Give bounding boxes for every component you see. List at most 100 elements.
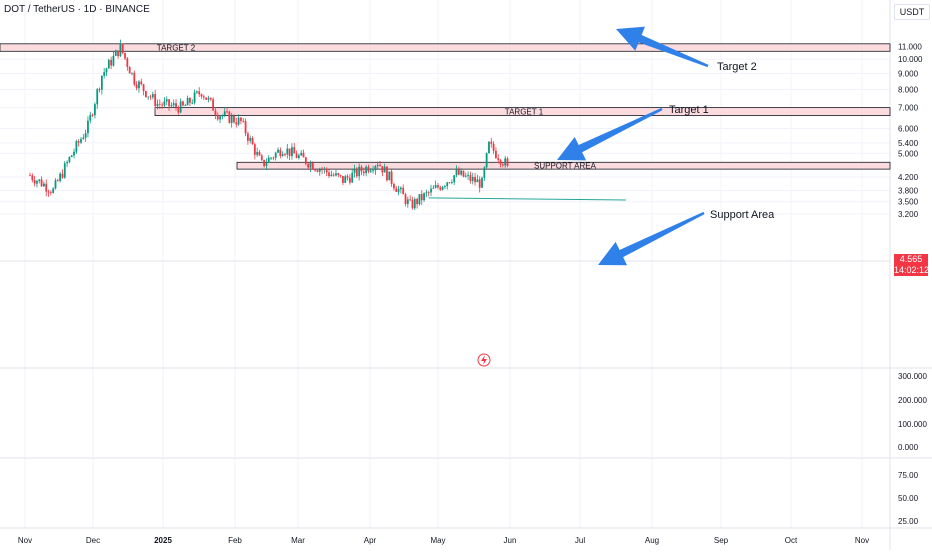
candle-body — [284, 154, 286, 155]
candle-body — [495, 150, 497, 159]
time-tick-label: Oct — [785, 536, 798, 545]
candle — [142, 83, 145, 96]
candle-body — [223, 111, 226, 116]
candle — [61, 169, 64, 179]
flash-icon-glyph — [481, 355, 487, 365]
candle-body — [68, 156, 71, 163]
candle-body — [121, 43, 124, 53]
candle-body — [277, 149, 279, 153]
candle — [476, 174, 479, 183]
candle-body — [369, 170, 372, 172]
candle-body — [189, 98, 191, 103]
candle-body — [390, 171, 393, 184]
zone-3 — [236, 161, 891, 170]
candle-body — [87, 120, 89, 134]
zone-label: TARGET 2 — [157, 44, 196, 53]
candle-body — [244, 121, 247, 134]
candle-body — [353, 168, 356, 173]
candle — [499, 159, 502, 168]
candle — [272, 156, 275, 161]
candle — [497, 154, 500, 164]
candle — [367, 164, 370, 174]
annotation-label: Target 2 — [717, 61, 757, 73]
candle-body — [165, 99, 168, 102]
candle — [179, 98, 182, 114]
candle-body — [395, 188, 398, 192]
candle — [409, 195, 412, 202]
candle — [198, 87, 201, 97]
candle-body — [235, 122, 238, 125]
candle — [172, 99, 175, 108]
candle — [138, 80, 140, 93]
candle — [488, 141, 490, 154]
candle-body — [307, 163, 310, 168]
candle-body — [441, 186, 444, 190]
candle — [184, 103, 187, 107]
candle-body — [460, 170, 463, 175]
time-tick-label: Apr — [364, 536, 377, 545]
candle-body — [54, 180, 57, 189]
candle — [369, 168, 372, 173]
candle — [360, 164, 363, 176]
volume-tick-label: 0.000 — [898, 443, 919, 452]
candle-body — [191, 102, 194, 104]
candle-body — [253, 144, 256, 155]
candle-body — [474, 176, 476, 183]
bar-countdown: 14:02:12 — [894, 265, 930, 275]
candle-body — [351, 172, 354, 183]
candle — [147, 96, 150, 100]
annotation-label: Support Area — [710, 209, 775, 221]
candle-body — [270, 157, 272, 159]
candle-body — [179, 101, 182, 113]
candle-body — [168, 99, 170, 107]
time-tick-label: Aug — [645, 536, 659, 545]
candle-body — [195, 91, 198, 93]
candle-body — [84, 133, 87, 138]
candle-body — [311, 162, 314, 170]
price-tick-label: 9.000 — [898, 70, 919, 79]
candle — [393, 182, 395, 191]
candle-body — [105, 68, 108, 73]
candle-body — [265, 162, 268, 166]
candle — [96, 87, 99, 109]
candle-body — [56, 180, 59, 182]
zone-layer: TARGET 2 TARGET 1 SUPPORT AREA — [0, 43, 891, 171]
candle — [379, 160, 381, 167]
candle-body — [381, 166, 384, 173]
candle — [77, 139, 80, 147]
candle-body — [94, 104, 96, 116]
candle — [404, 192, 407, 207]
candle-body — [488, 141, 490, 154]
grid-layer — [0, 0, 890, 528]
candle-body — [249, 137, 252, 141]
candle — [253, 142, 256, 160]
candle — [216, 112, 219, 121]
candle-body — [126, 58, 129, 67]
candle-body — [478, 179, 481, 188]
candle-body — [393, 183, 395, 189]
candle — [240, 116, 242, 125]
price-tick-label: 3.500 — [898, 198, 919, 207]
candle-body — [295, 153, 298, 159]
time-tick-label: Jul — [575, 536, 585, 545]
candle — [399, 186, 402, 194]
candle — [189, 97, 191, 106]
currency-label[interactable]: USDT — [894, 4, 930, 20]
candle — [237, 114, 240, 126]
candle — [416, 197, 419, 209]
candle-body — [73, 151, 75, 156]
candle-body — [281, 154, 284, 157]
candle-body — [446, 182, 449, 187]
time-tick-label: Dec — [86, 536, 100, 545]
candle — [274, 151, 277, 161]
candle — [66, 160, 68, 167]
candle — [462, 170, 465, 178]
candle-body — [119, 43, 122, 57]
candle-body — [418, 194, 421, 205]
axis-layer: 11.000 10.000 9.000 8.000 7.000 6.000 5.4005.0… — [18, 42, 928, 545]
trend-layer — [428, 197, 627, 201]
candle-body — [434, 185, 437, 188]
candle-body — [318, 169, 321, 172]
